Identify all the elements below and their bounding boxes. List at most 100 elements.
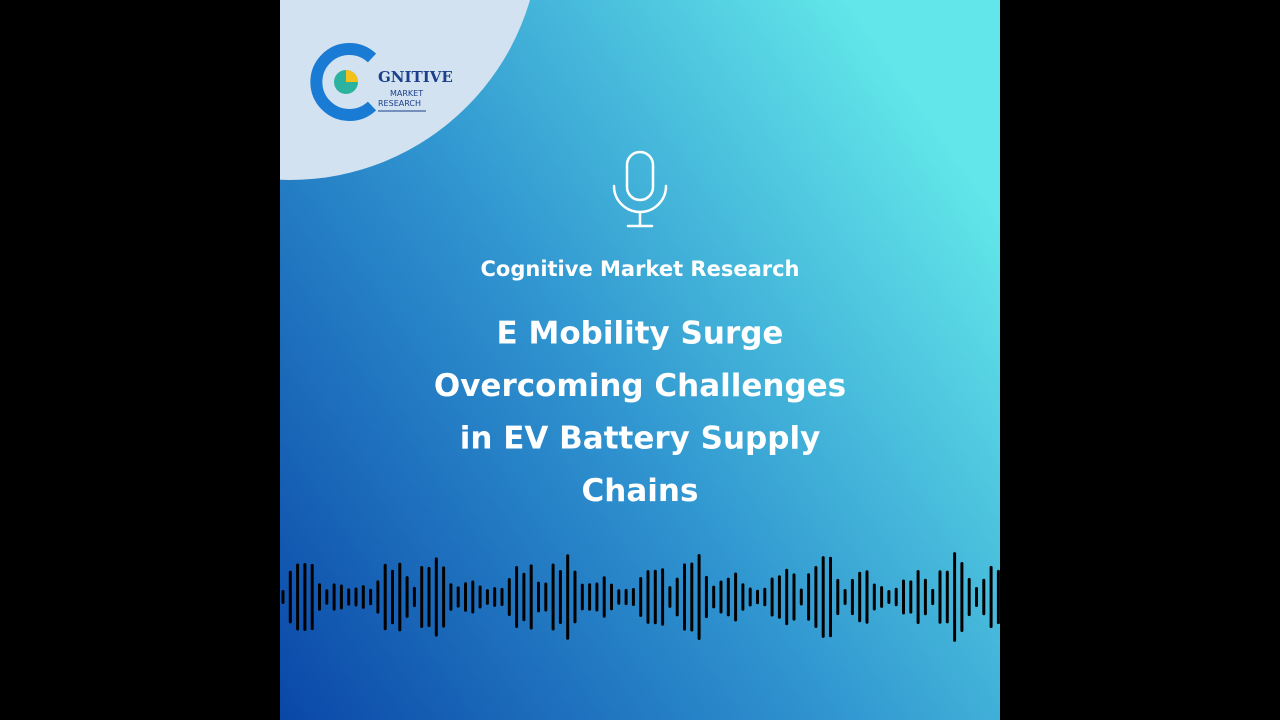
wave-bar — [792, 573, 796, 621]
wave-bar — [412, 586, 416, 608]
wave-bar — [529, 564, 533, 630]
wave-bar — [442, 566, 446, 628]
wave-bar — [471, 580, 475, 614]
wave-bar — [639, 576, 643, 618]
title-line: in EV Battery Supply — [460, 421, 821, 457]
wave-bar — [420, 566, 424, 628]
wave-bar — [281, 590, 285, 604]
wave-bar — [376, 580, 380, 614]
wave-bar — [427, 566, 431, 628]
wave-bar — [675, 577, 679, 617]
waveform — [281, 552, 1000, 642]
wave-bar — [865, 570, 869, 624]
wave-bar — [894, 587, 898, 607]
wave-bar — [369, 588, 373, 606]
wave-bar — [573, 570, 577, 624]
wave-bar — [595, 582, 599, 612]
wave-bar — [967, 577, 971, 617]
wave-bar — [814, 565, 818, 629]
wave-bar — [902, 579, 905, 615]
wave-bar — [610, 583, 613, 611]
wave-bar — [347, 588, 351, 606]
wave-bar — [537, 581, 540, 613]
wave-bar — [551, 563, 555, 631]
wave-bar — [763, 587, 767, 607]
wave-bar — [296, 563, 300, 631]
wave-bar — [843, 588, 847, 606]
wave-bar — [500, 587, 504, 607]
wave-bar — [909, 580, 913, 614]
wave-bar — [741, 583, 745, 611]
wave-bar — [690, 562, 694, 632]
wave-bar — [748, 587, 752, 607]
wave-bar — [318, 583, 321, 611]
wave-bar — [923, 578, 927, 616]
wave-bar — [916, 570, 920, 624]
title-line: E Mobility Surge — [497, 316, 784, 352]
title-line: Chains — [582, 473, 699, 509]
wave-bar — [544, 582, 548, 612]
wave-bar — [887, 589, 891, 605]
wave-bar — [953, 552, 957, 642]
wave-bar — [303, 562, 307, 632]
wave-bar — [945, 570, 949, 624]
wave-bar — [310, 563, 314, 631]
wave-bar — [456, 586, 460, 608]
wave-bar — [580, 583, 584, 611]
logo-line3: RESEARCH — [378, 99, 421, 108]
wave-bar — [434, 557, 438, 637]
wave-bar — [829, 556, 832, 638]
wave-bar — [872, 583, 876, 611]
wave-bar — [931, 588, 935, 606]
wave-bar — [522, 572, 526, 622]
wave-bar — [996, 569, 1000, 625]
wave-bar — [734, 572, 738, 622]
wave-bar — [566, 554, 570, 640]
wave-bar — [938, 570, 942, 624]
wave-bar — [704, 575, 708, 619]
wave-bar — [661, 568, 665, 626]
logo-line2: MARKET — [390, 89, 423, 98]
wave-bar — [821, 556, 825, 638]
wave-bar — [668, 586, 672, 608]
wave-bar — [332, 583, 336, 611]
wave-bar — [726, 577, 730, 617]
wave-bar — [858, 571, 862, 623]
wave-bar — [354, 587, 358, 607]
wave-bar — [756, 589, 759, 605]
wave-bar — [493, 587, 497, 607]
wave-bar — [653, 569, 657, 625]
wave-bar — [975, 586, 978, 608]
logo-c — [310, 43, 377, 121]
wave-bar — [719, 580, 723, 614]
wave-bar — [785, 568, 789, 626]
wave-bar — [712, 585, 716, 609]
wave-bar — [683, 563, 686, 631]
subtitle: Cognitive Market Research — [481, 257, 800, 281]
wave-bar — [398, 562, 402, 632]
wave-bar — [807, 573, 811, 621]
wave-bar — [478, 585, 482, 609]
wave-bar — [449, 583, 453, 611]
wave-bar — [485, 589, 489, 605]
logo: GNITIVE MARKET RESEARCH — [310, 43, 453, 121]
wave-bar — [697, 554, 701, 640]
wave-bar — [339, 584, 343, 610]
wave-bar — [850, 578, 854, 616]
wave-bar — [624, 588, 628, 606]
logo-brand: GNITIVE — [378, 68, 453, 86]
wave-bar — [588, 583, 592, 611]
wave-bar — [646, 570, 650, 624]
wave-bar — [515, 566, 519, 628]
wave-bar — [836, 578, 840, 616]
wave-bar — [631, 588, 635, 606]
wave-bar — [602, 576, 606, 618]
wave-bar — [960, 562, 964, 632]
wave-bar — [288, 570, 292, 624]
wave-bar — [770, 577, 774, 617]
wave-bar — [558, 570, 562, 624]
wave-bar — [880, 586, 884, 608]
wave-bar — [989, 565, 993, 629]
